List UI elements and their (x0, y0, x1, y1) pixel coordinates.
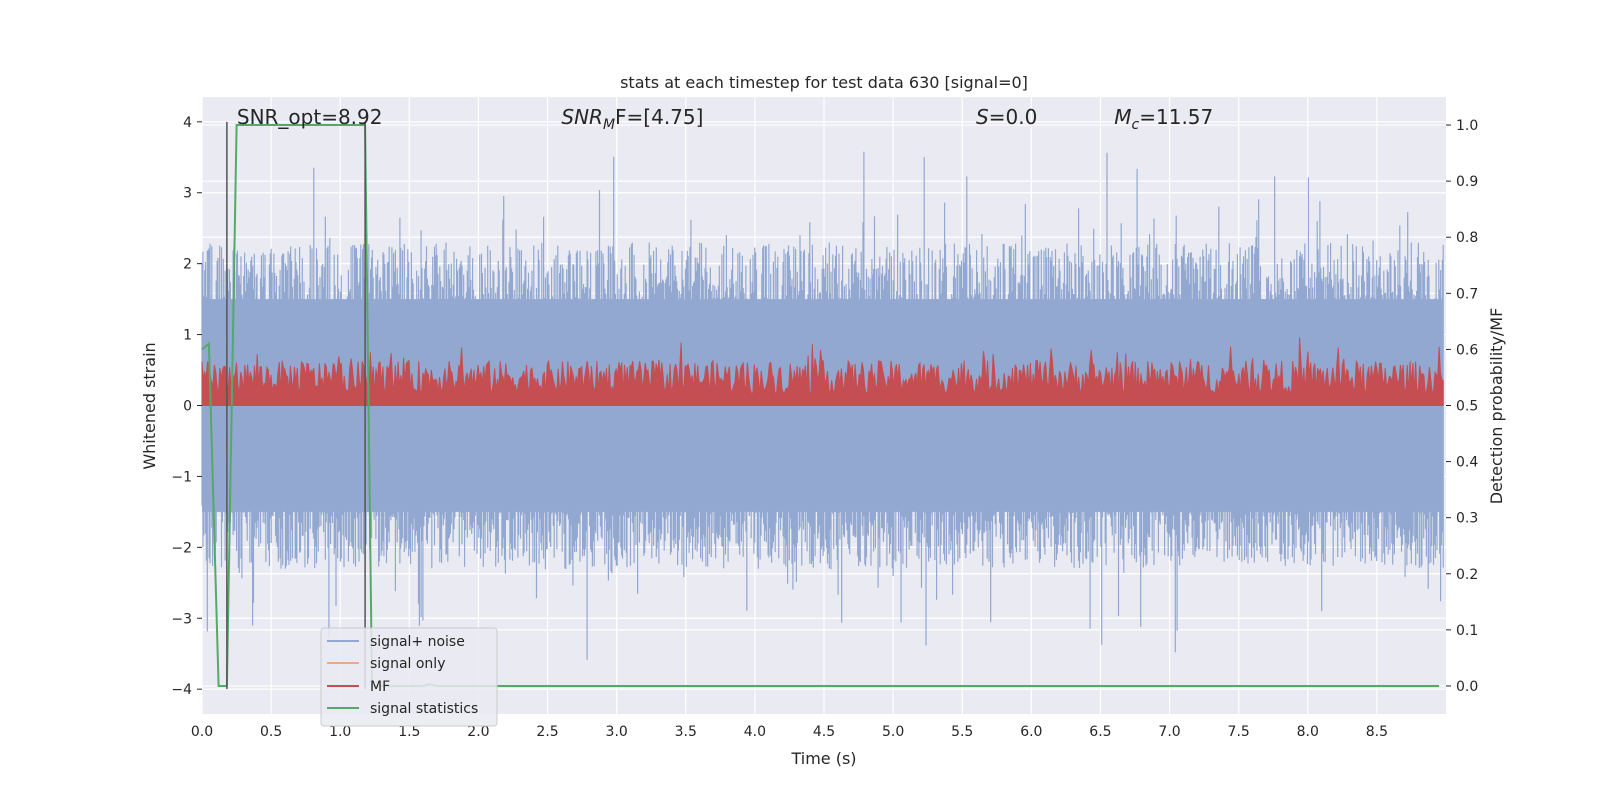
y-right-tick-label-4: 0.6 (1456, 342, 1478, 358)
y-right-tick-label-6: 0.4 (1456, 455, 1478, 471)
y-left-axis-label: Whitened strain (140, 342, 159, 469)
y-right-tick-label-2: 0.8 (1456, 230, 1478, 246)
x-tick-label-1: 0.5 (260, 724, 282, 740)
x-tick-label-14: 7.0 (1158, 724, 1180, 740)
x-tick-label-2: 1.0 (329, 724, 351, 740)
x-axis-label: Time (s) (790, 749, 856, 768)
y-left-tick-label-6: −2 (171, 540, 192, 556)
annotation-snr-opt: SNR_opt=8.92 (237, 105, 383, 129)
legend-label-signal-noise: signal+ noise (370, 634, 465, 650)
x-tick-label-17: 8.5 (1366, 724, 1388, 740)
x-axis-ticks: 0.0 0.5 1.0 1.5 2.0 2.5 3.0 3.5 4.0 4.5 5.0 5.5 6.0 6… (191, 724, 1388, 740)
y-right-tick-label-8: 0.2 (1456, 567, 1478, 583)
vertical-lines (226, 121, 366, 690)
series-mf (201, 337, 1444, 406)
x-tick-label-9: 4.5 (813, 724, 835, 740)
x-tick-label-10: 5.0 (882, 724, 904, 740)
y-left-tick-label-0: 4 (183, 115, 192, 131)
x-tick-label-11: 5.5 (951, 724, 973, 740)
legend-label-signal-statistics: signal statistics (370, 701, 478, 717)
legend: signal+ noise signal only MF signal stat… (320, 627, 498, 727)
y-left-tick-label-8: −4 (171, 682, 192, 698)
annotation-s: S=0.0 (976, 105, 1037, 129)
x-tick-label-15: 7.5 (1228, 724, 1250, 740)
legend-label-signal-only: signal only (370, 656, 445, 672)
x-tick-label-16: 8.0 (1297, 724, 1319, 740)
x-tick-label-13: 6.5 (1089, 724, 1111, 740)
chart-title: stats at each timestep for test data 630… (620, 73, 1028, 92)
y-right-tick-label-9: 0.1 (1456, 623, 1478, 639)
y-right-tick-label-5: 0.5 (1456, 399, 1478, 415)
y-right-tick-label-10: 0.0 (1456, 679, 1478, 695)
annotation-mc: Mc=11.57 (1114, 105, 1213, 133)
legend-box (320, 627, 498, 727)
y-left-tick-label-1: 3 (183, 186, 192, 202)
y-right-tick-label-3: 0.7 (1456, 286, 1478, 302)
y-left-tick-label-3: 1 (183, 328, 192, 344)
y-left-tick-label-5: −1 (171, 469, 192, 485)
y-right-tick-label-1: 0.9 (1456, 174, 1478, 190)
y-right-tick-label-0: 1.0 (1456, 118, 1478, 134)
legend-label-mf: MF (370, 679, 390, 695)
annotation-snr-mf: SNRMF=[4.75] (561, 105, 703, 133)
x-tick-label-7: 3.5 (675, 724, 697, 740)
x-tick-label-8: 4.0 (744, 724, 766, 740)
x-tick-label-4: 2.0 (467, 724, 489, 740)
mf-trace (201, 337, 1444, 406)
y-right-axis-ticks: 1.0 0.9 0.8 0.7 0.6 0.5 0.4 0.3 0.2 0.1 0.0 (1446, 118, 1478, 695)
x-tick-label-3: 1.5 (398, 724, 420, 740)
x-tick-label-0: 0.0 (191, 724, 213, 740)
x-tick-label-12: 6.0 (1020, 724, 1042, 740)
y-right-axis-label: Detection probability/MF (1487, 308, 1506, 505)
y-left-tick-label-4: 0 (183, 399, 192, 415)
y-left-tick-label-2: 2 (183, 257, 192, 273)
y-left-tick-label-7: −3 (171, 611, 192, 627)
y-left-axis-ticks: 4 3 2 1 0 −1 −2 −3 −4 (171, 115, 202, 698)
y-right-tick-label-7: 0.3 (1456, 511, 1478, 527)
x-tick-label-5: 2.5 (536, 724, 558, 740)
x-tick-label-6: 3.0 (606, 724, 628, 740)
